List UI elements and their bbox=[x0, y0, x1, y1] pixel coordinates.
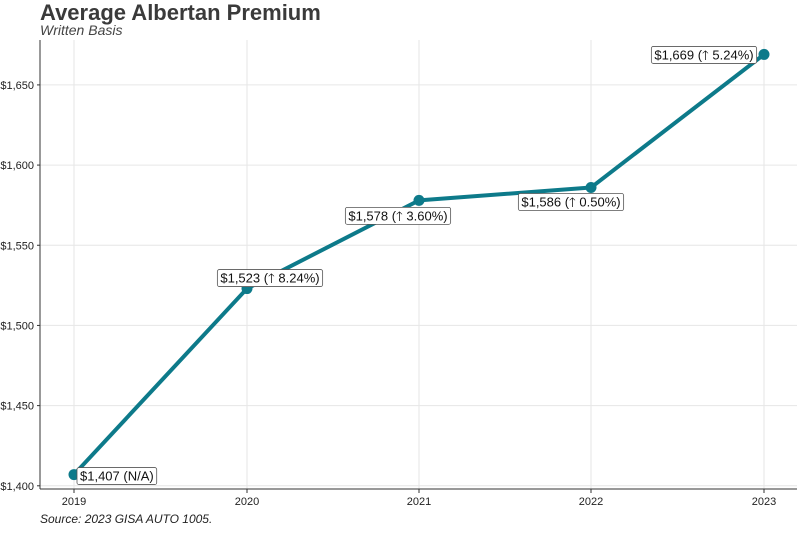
grid-layer bbox=[40, 40, 797, 489]
x-tick-label: 2023 bbox=[752, 496, 776, 508]
label-layer: $1,407 (N/A) $1,523 (🡑 8.24%) $1,578 (🡑 3.… bbox=[76, 46, 758, 485]
data-label: $1,407 (N/A) bbox=[80, 469, 154, 484]
y-tick-label: $1,550 bbox=[0, 240, 34, 252]
chart-title: Average Albertan Premium bbox=[40, 0, 321, 25]
data-label: $1,586 (🡑 0.50%) bbox=[521, 195, 620, 210]
data-point bbox=[758, 48, 770, 60]
axis-layer: $1,400 $1,450 $1,500 $1,550 $1,600 $1,650 2019… bbox=[0, 40, 797, 508]
y-tick-label: $1,400 bbox=[0, 481, 34, 493]
data-label: $1,523 (🡑 8.24%) bbox=[220, 271, 319, 286]
x-tick-label: 2021 bbox=[407, 496, 431, 508]
data-label: $1,578 (🡑 3.60%) bbox=[348, 208, 447, 223]
data-point bbox=[585, 182, 597, 194]
y-tick-label: $1,650 bbox=[0, 80, 34, 92]
data-label-box bbox=[344, 206, 452, 225]
x-tick-label: 2019 bbox=[62, 496, 86, 508]
x-tick-label: 2020 bbox=[235, 496, 259, 508]
x-tick-label: 2022 bbox=[579, 496, 603, 508]
data-point bbox=[413, 194, 425, 206]
data-label-box bbox=[650, 46, 758, 64]
data-label-box bbox=[76, 467, 158, 485]
chart-subtitle: Written Basis bbox=[40, 22, 123, 38]
data-label-box bbox=[216, 269, 324, 287]
data-label: $1,669 (🡑 5.24%) bbox=[654, 47, 753, 62]
data-label-box bbox=[517, 193, 625, 211]
y-tick-label: $1,600 bbox=[0, 160, 34, 172]
y-tick-label: $1,500 bbox=[0, 320, 34, 332]
y-tick-label: $1,450 bbox=[0, 401, 34, 413]
chart-caption: Source: 2023 GISA AUTO 1005. bbox=[40, 512, 213, 526]
